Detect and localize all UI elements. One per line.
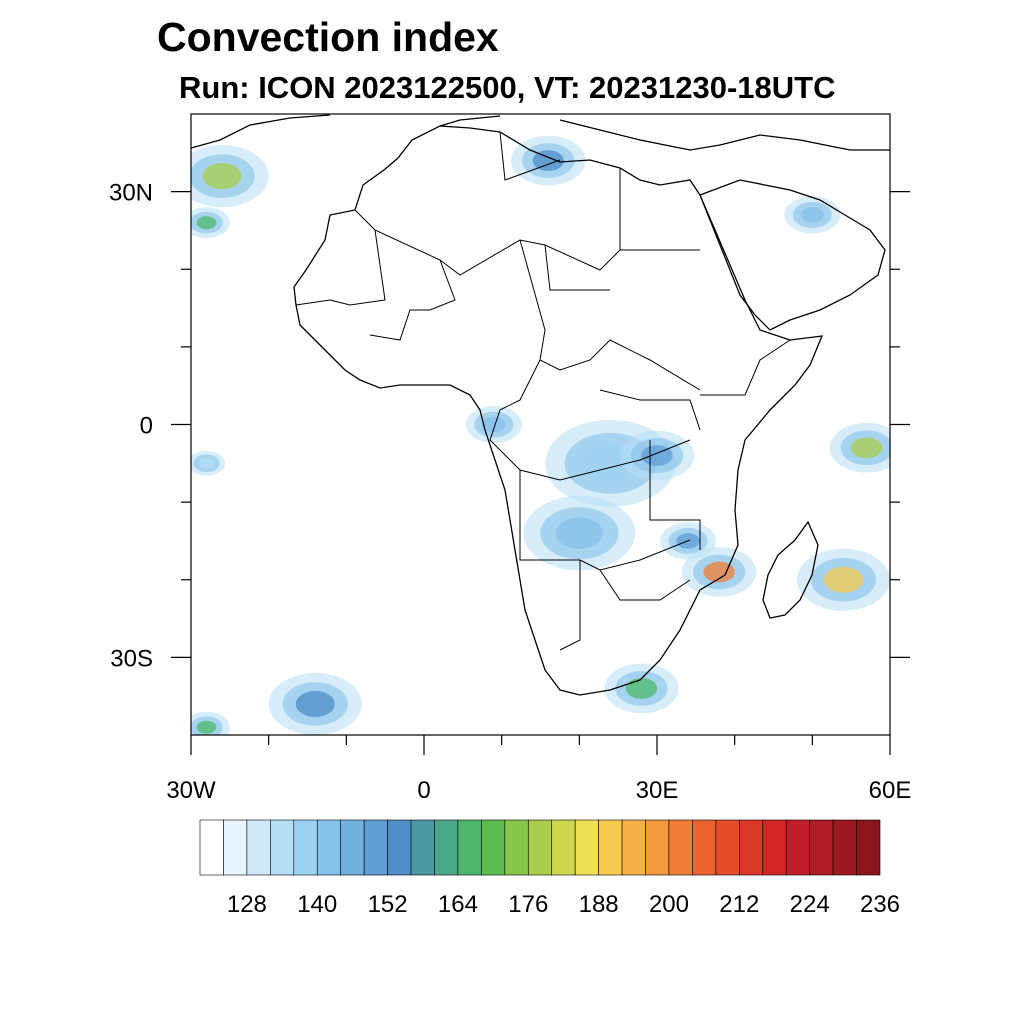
colorbar-swatch	[692, 819, 717, 876]
colorbar-swatch	[551, 819, 576, 876]
convection-cell	[198, 458, 215, 469]
convection-cell	[295, 690, 335, 717]
axis-tick-labels: 30N 0 30S 30W 0 30E 60E	[109, 180, 911, 804]
africa-coastline	[293, 125, 824, 696]
map-title: Convection index	[157, 14, 499, 60]
convection-cell	[823, 566, 863, 593]
colorbar-label: 200	[649, 891, 689, 918]
colorbar-swatch	[340, 819, 365, 876]
colorbar-label: 140	[297, 891, 337, 918]
convection-cell	[851, 437, 883, 459]
map-frame	[190, 113, 891, 736]
colorbar-swatch	[715, 819, 740, 876]
colorbar-swatch	[363, 819, 388, 876]
colorbar-swatch	[809, 819, 834, 876]
colorbar-swatch	[785, 819, 810, 876]
convection-cell	[703, 561, 735, 583]
colorbar-label: 236	[860, 891, 900, 918]
convection-cell	[202, 163, 242, 190]
convection-cell	[641, 445, 673, 466]
colorbar-swatch	[410, 819, 435, 876]
lon-tick-label: 30E	[636, 777, 679, 804]
lon-tick-label: 0	[417, 777, 430, 804]
lat-tick-label: 30S	[110, 645, 153, 672]
colorbar-swatch	[504, 819, 529, 876]
convection-cell	[800, 207, 825, 223]
colorbar-swatch	[598, 819, 623, 876]
lat-tick-label: 30N	[109, 180, 153, 207]
convection-cell	[196, 720, 217, 734]
colorbar-swatch	[856, 819, 881, 876]
colorbar-swatch	[527, 819, 553, 876]
colorbar-swatch	[434, 819, 459, 876]
colorbar-swatch	[387, 819, 412, 876]
convection-cell	[555, 517, 603, 549]
colorbar-swatch	[293, 819, 318, 876]
country-borders	[295, 131, 791, 651]
colorbar-labels: 128 140 152 164 176 188 200 212 224 236	[227, 891, 900, 918]
colorbar-swatch	[645, 819, 670, 876]
convection-cell	[196, 216, 217, 230]
colorbar-label: 128	[227, 891, 267, 918]
colorbar-swatch	[832, 819, 857, 876]
convection-cell	[625, 677, 658, 699]
colorbar-swatch	[246, 819, 271, 876]
colorbar-swatch	[316, 819, 341, 876]
convection-cell	[532, 150, 564, 172]
colorbar-label: 212	[719, 891, 759, 918]
colorbar-label: 224	[790, 891, 830, 918]
colorbar-swatch	[574, 819, 599, 876]
lon-tick-label: 60E	[869, 777, 912, 804]
map-subtitle: Run: ICON 2023122500, VT: 20231230-18UTC	[179, 70, 836, 105]
colorbar-swatch	[762, 819, 787, 876]
europe-coastline	[191, 114, 890, 151]
colorbar-label: 188	[579, 891, 619, 918]
arabia-coastline	[699, 179, 886, 331]
madagascar-coastline	[762, 520, 819, 619]
colorbar-label: 164	[438, 891, 478, 918]
convection-cell	[482, 416, 506, 433]
lon-tick-label: 30W	[166, 777, 216, 804]
lat-tick-label: 0	[140, 413, 153, 440]
colorbar-swatch	[668, 819, 693, 876]
colorbar-label: 152	[368, 891, 408, 918]
colorbar-swatch	[223, 819, 248, 876]
colorbar	[199, 819, 881, 876]
colorbar-swatch	[739, 819, 764, 876]
colorbar-swatch	[270, 819, 295, 876]
coastline-layer	[191, 114, 890, 696]
colorbar-swatch	[199, 819, 224, 876]
colorbar-swatch	[621, 819, 646, 876]
colorbar-label: 176	[508, 891, 548, 918]
colorbar-swatch	[457, 819, 482, 876]
convection-field-layer	[191, 135, 890, 735]
axis-ticks	[171, 191, 910, 755]
colorbar-swatch	[481, 819, 506, 876]
